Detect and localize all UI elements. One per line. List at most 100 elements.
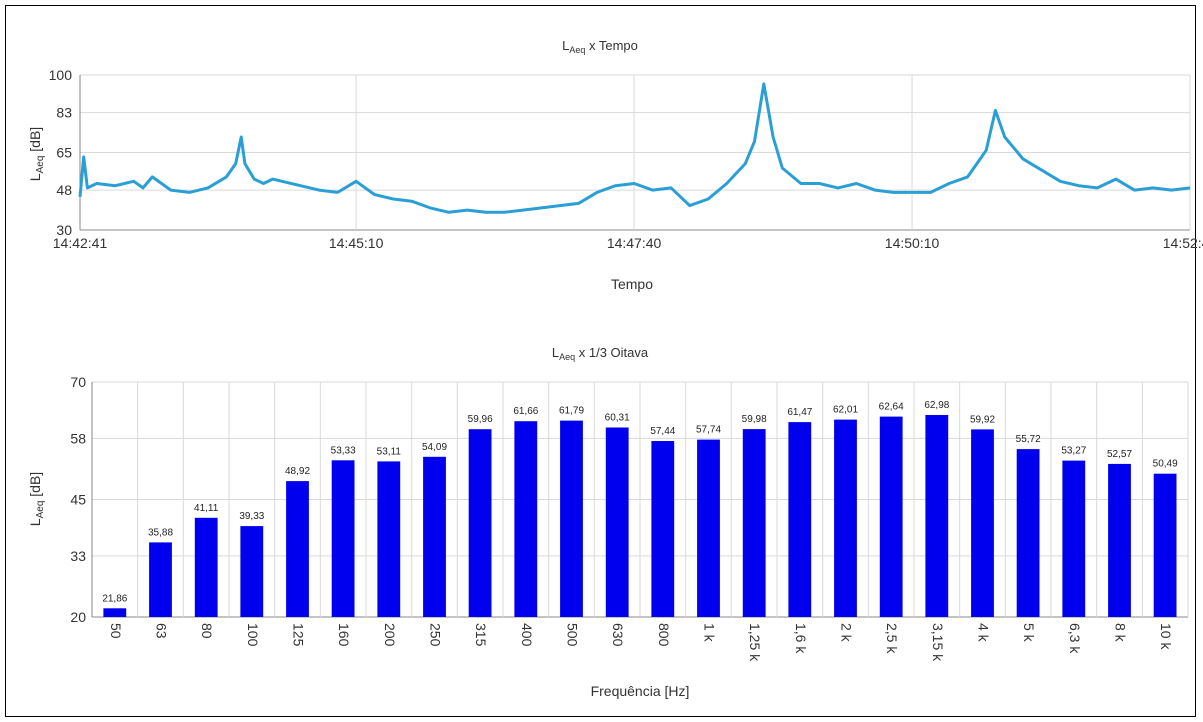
bar-x-tick-label: 400	[519, 623, 535, 647]
bar-x-tick-label: 250	[428, 623, 444, 647]
bar-500	[560, 420, 583, 617]
bar-x-tick-label: 800	[656, 623, 672, 647]
line-y-tick-label: 100	[49, 67, 73, 83]
bar-data-label: 53,27	[1061, 446, 1086, 457]
bar-data-label: 59,92	[970, 414, 995, 425]
bar-63	[149, 542, 172, 617]
bar-x-tick-label: 4 k	[976, 623, 992, 643]
bar-data-label: 61,79	[559, 406, 584, 417]
bar-630	[605, 427, 629, 617]
bar-100	[240, 526, 264, 617]
bar-x-tick-label: 2,5 k	[884, 623, 900, 654]
bar-10k	[1153, 473, 1177, 617]
bar-data-label: 62,01	[833, 405, 858, 416]
line-chart-y-ticks: 30 48 65 83 100	[49, 67, 73, 238]
bar-data-label: 59,98	[742, 414, 767, 425]
line-y-tick-label: 65	[56, 145, 72, 161]
bar-chart-grid	[91, 381, 1189, 618]
bar-chart-data-labels: 21,86 35,88 41,11 39,33 48,92 53,33 53,11 54,09…	[102, 400, 1178, 604]
line-chart-grid	[79, 74, 1191, 231]
bar-x-tick-label: 200	[382, 623, 398, 647]
series-line-laeq	[78, 82, 1191, 214]
bar-data-label: 53,11	[377, 446, 402, 457]
bar-315k	[925, 415, 949, 617]
bar-y-tick-label: 33	[70, 548, 86, 564]
line-y-tick-label: 48	[56, 182, 72, 198]
bar-data-label: 57,44	[650, 426, 675, 437]
bar-x-tick-label: 1,25 k	[747, 623, 763, 662]
line-x-tick-label: 14:45:10	[329, 235, 384, 251]
bar-y-tick-label: 58	[70, 430, 86, 446]
bar-x-tick-label: 10 k	[1158, 623, 1174, 650]
bar-4k	[971, 429, 994, 617]
bar-x-tick-label: 3,15 k	[930, 623, 946, 662]
bar-x-tick-label: 500	[565, 623, 581, 647]
bar-x-tick-label: 100	[245, 623, 261, 647]
bar-160	[331, 460, 355, 617]
line-chart-xlabel: Tempo	[611, 276, 653, 292]
bar-8k	[1108, 463, 1131, 617]
bar-5k	[1016, 449, 1040, 617]
bar-400	[514, 421, 538, 617]
bar-63k	[1062, 460, 1086, 617]
bar-data-label: 50,49	[1153, 459, 1178, 470]
bar-chart-xlabel: Frequência [Hz]	[591, 683, 690, 699]
bar-315	[468, 429, 492, 617]
bar-chart-ylabel: LAeq [dB]	[27, 472, 46, 526]
bar-y-tick-label: 45	[70, 492, 86, 508]
bar-16k	[788, 422, 812, 617]
bar-50	[103, 608, 127, 617]
bar-x-tick-label: 125	[291, 623, 307, 647]
bar-800	[651, 441, 675, 617]
bar-data-label: 57,74	[696, 425, 721, 436]
bar-data-label: 62,64	[879, 402, 904, 413]
line-y-tick-label: 30	[56, 222, 72, 238]
bar-data-label: 21,86	[102, 593, 127, 604]
line-x-tick-label: 14:42:41	[53, 235, 108, 251]
bar-y-tick-label: 20	[70, 609, 86, 625]
bar-2k	[834, 419, 857, 617]
bar-x-tick-label: 1 k	[702, 623, 718, 643]
bar-chart-x-ticks: 50 63 80 100 125 160 200 250 315 400 500 630 800 1 k 1…	[108, 623, 1174, 662]
bar-data-label: 48,92	[285, 466, 310, 477]
bar-80	[194, 517, 218, 617]
line-x-tick-label: 14:50:10	[885, 235, 940, 251]
bar-x-tick-label: 50	[108, 623, 124, 639]
bar-data-label: 62,98	[924, 400, 949, 411]
bar-data-label: 61,47	[787, 407, 812, 418]
line-chart-ylabel: LAeq [dB]	[27, 127, 46, 181]
bar-25k	[879, 416, 903, 617]
bar-250	[423, 456, 446, 617]
bar-data-label: 60,31	[605, 413, 630, 424]
bar-data-label: 52,57	[1107, 449, 1132, 460]
bar-data-label: 35,88	[148, 527, 173, 538]
line-x-tick-label: 14:47:40	[607, 235, 662, 251]
bar-chart-y-ticks: 20 33 45 58 70	[70, 374, 86, 625]
bar-data-label: 53,33	[331, 445, 356, 456]
bar-x-tick-label: 160	[336, 623, 352, 647]
bar-x-tick-label: 630	[610, 623, 626, 647]
bar-data-label: 61,66	[513, 406, 538, 417]
line-chart-x-ticks: 14:42:41 14:45:10 14:47:40 14:50:10 14:52:40	[53, 235, 1203, 251]
bar-x-tick-label: 5 k	[1021, 623, 1037, 643]
bar-x-tick-label: 6,3 k	[1067, 623, 1083, 654]
bar-1k	[697, 439, 720, 617]
line-x-tick-label: 14:52:40	[1163, 235, 1203, 251]
bar-x-tick-label: 8 k	[1113, 623, 1129, 643]
bar-data-label: 59,96	[468, 414, 493, 425]
bar-125	[286, 481, 309, 617]
line-y-tick-label: 83	[56, 105, 72, 121]
bar-data-label: 41,11	[194, 503, 219, 514]
bar-x-tick-label: 63	[154, 623, 170, 639]
bar-x-tick-label: 2 k	[839, 623, 855, 643]
bar-125k	[742, 429, 766, 617]
bar-y-tick-label: 70	[70, 374, 86, 390]
bar-x-tick-label: 1,6 k	[793, 623, 809, 654]
bar-chart-bars	[103, 415, 1177, 617]
bar-200	[377, 461, 401, 617]
bar-data-label: 39,33	[239, 511, 264, 522]
bar-x-tick-label: 315	[473, 623, 489, 647]
bar-chart-title: LAeq x 1/3 Oitava	[552, 345, 649, 362]
bar-data-label: 55,72	[1016, 434, 1041, 445]
